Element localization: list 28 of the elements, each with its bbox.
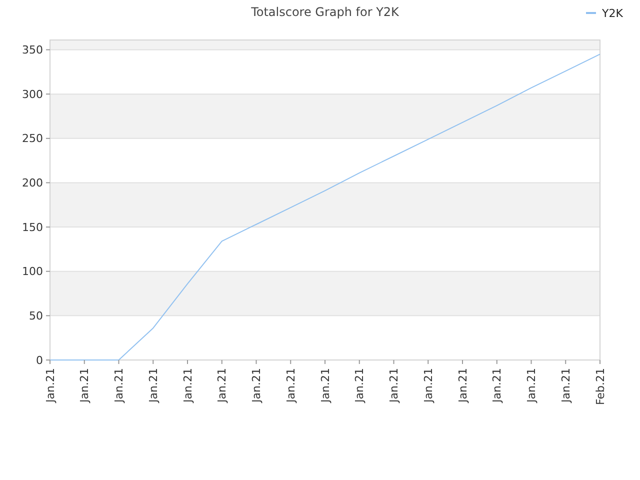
x-tick-label: Jan.21 bbox=[216, 368, 229, 404]
x-tick-label: Jan.21 bbox=[353, 368, 366, 404]
x-tick-label: Jan.21 bbox=[78, 368, 92, 404]
x-tick-label: Jan.21 bbox=[422, 368, 435, 404]
x-tick-label: Jan.21 bbox=[44, 368, 57, 404]
y-tick-label: 150 bbox=[22, 220, 43, 234]
y-tick-label: 300 bbox=[22, 88, 43, 101]
y-tick-label: 250 bbox=[22, 132, 43, 146]
y-tick-label: 50 bbox=[29, 310, 43, 323]
y-tick-label: 100 bbox=[22, 265, 43, 278]
x-tick-label: Jan.21 bbox=[490, 368, 504, 404]
x-tick-label: Jan.21 bbox=[284, 368, 298, 404]
x-tick-label: Jan.21 bbox=[456, 368, 470, 404]
x-tick-label: Jan.21 bbox=[318, 368, 332, 404]
x-tick-label: Jan.21 bbox=[525, 368, 538, 404]
x-tick-label: Feb.21 bbox=[594, 368, 607, 405]
y-tick-label: 200 bbox=[22, 176, 43, 190]
x-tick-label: Jan.21 bbox=[112, 368, 126, 404]
x-tick-label: Jan.21 bbox=[250, 368, 264, 404]
x-tick-label: Jan.21 bbox=[559, 368, 572, 404]
x-tick-label: Jan.21 bbox=[181, 368, 194, 404]
line-series bbox=[50, 54, 600, 360]
x-tick-label: Jan.21 bbox=[388, 368, 401, 404]
y-tick-label: 0 bbox=[36, 354, 43, 367]
x-tick-label: Jan.21 bbox=[146, 368, 160, 404]
chart-title: Totalscore Graph for Y2K bbox=[250, 5, 400, 19]
legend-label: Y2K bbox=[601, 6, 624, 20]
y-tick-label: 350 bbox=[22, 44, 43, 57]
